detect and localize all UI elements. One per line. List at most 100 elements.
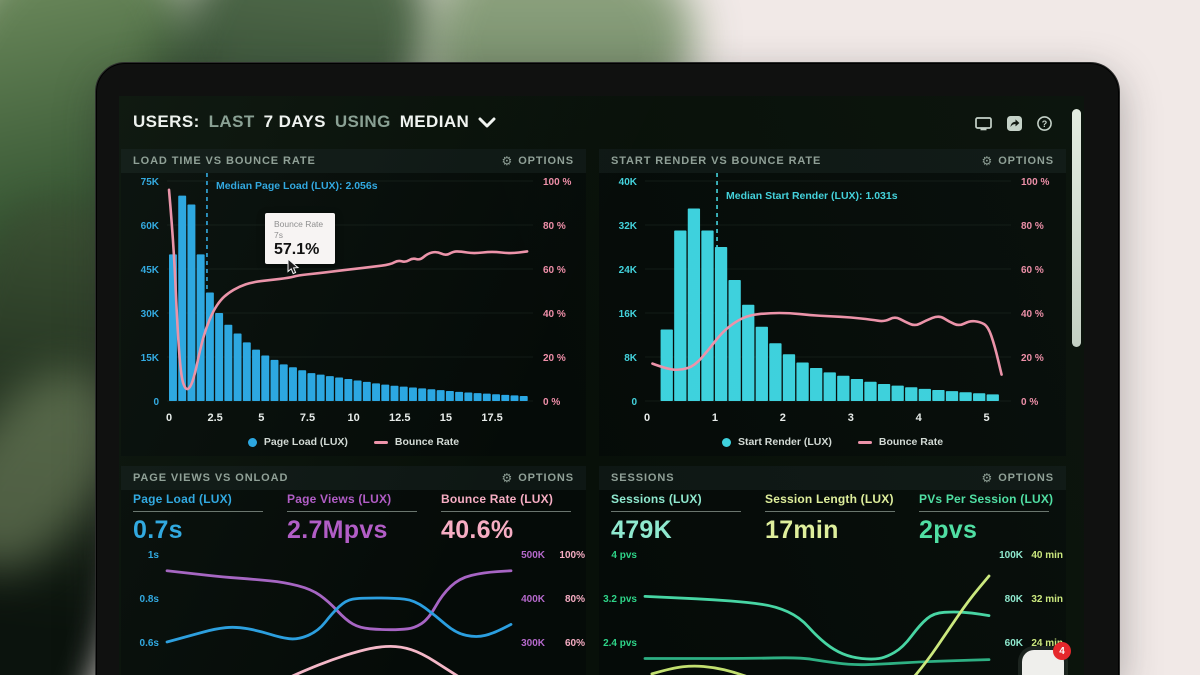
options-button[interactable]: ⚙ OPTIONS	[981, 154, 1054, 168]
histogram-bar	[482, 393, 491, 401]
histogram-bar	[728, 280, 741, 401]
y-axis-right-label: 500K	[521, 550, 546, 561]
y-axis-right-label: 60 %	[1021, 265, 1044, 276]
histogram-bar	[261, 355, 270, 401]
options-button[interactable]: ⚙ OPTIONS	[501, 471, 574, 485]
metric-value: 479K	[611, 516, 672, 544]
histogram-bar	[427, 389, 436, 401]
histogram-bar	[510, 395, 519, 401]
histogram-bar	[270, 359, 279, 401]
metric-value: 17min	[765, 516, 839, 544]
histogram-bar	[362, 381, 371, 401]
panel-title: LOAD TIME VS BOUNCE RATE	[133, 155, 316, 167]
histogram-bar	[436, 390, 445, 401]
y-axis-right-label: 0 %	[1021, 397, 1038, 408]
options-button[interactable]: ⚙ OPTIONS	[501, 154, 574, 168]
laptop: USERS: LAST 7 DAYS USING MEDIAN ?	[95, 62, 1120, 675]
histogram-bar	[252, 349, 261, 401]
histogram-bar	[289, 367, 297, 401]
header-segment: MEDIAN	[399, 112, 470, 131]
help-icon[interactable]: ?	[1037, 116, 1052, 131]
gear-icon: ⚙	[981, 471, 994, 485]
display-icon[interactable]	[975, 116, 992, 131]
histogram-bar	[810, 368, 823, 401]
legend-dash-marker	[373, 440, 388, 444]
legend-item[interactable]: Bounce Rate	[373, 436, 459, 448]
users-period-dropdown[interactable]: USERS: LAST 7 DAYS USING MEDIAN	[133, 112, 496, 132]
tooltip-bin: 7s	[274, 229, 283, 240]
histogram-bar	[205, 292, 214, 401]
histogram-bar	[464, 392, 473, 401]
y-axis-right-label: 20 %	[1021, 353, 1044, 364]
legend-item[interactable]: Bounce Rate	[857, 436, 943, 448]
metric-label: Page Views (LUX)	[287, 492, 392, 506]
histogram-bar	[381, 384, 390, 401]
x-axis-tick: 0	[644, 412, 650, 424]
metric-summary-row: Page Load (LUX) 0.7s Page Views (LUX) 2.7Mp…	[121, 492, 586, 546]
y-axis-right-label: 80 %	[1021, 221, 1044, 232]
histogram-bar	[307, 373, 316, 401]
y-axis-right-label: 400K	[521, 594, 546, 605]
histogram-bar	[215, 313, 224, 401]
histogram-bar	[325, 376, 334, 401]
histogram-bar	[473, 393, 482, 401]
y-axis-left-label: 24K	[619, 265, 638, 276]
histogram-bar	[178, 195, 187, 401]
metric-session-length-lux-: Session Length (LUX) 17min	[765, 492, 915, 545]
y-axis-right-label: 20 %	[543, 353, 566, 364]
x-axis-tick: 4	[916, 412, 923, 424]
histogram-bar	[519, 396, 528, 401]
histogram-bar	[455, 391, 464, 401]
histogram-bar	[782, 354, 796, 401]
histogram-bar	[390, 385, 399, 401]
y-axis-right-label: 40 %	[543, 309, 566, 320]
panel-load-time-vs-bounce-rate: LOAD TIME VS BOUNCE RATE ⚙ OPTIONS 75K 10…	[121, 149, 586, 456]
series-line-sessions-lux-	[643, 656, 991, 667]
histogram-bar	[959, 392, 972, 401]
y-axis-right-label: 100 %	[543, 177, 571, 188]
sessions-line-chart: 4 pvs 3.2 pvs 2.4 pvs 100K 80K 60K 40 min 32 mi…	[599, 546, 1064, 675]
metric-value: 2pvs	[919, 516, 978, 544]
y-axis-left-label: 0.8s	[140, 594, 160, 605]
series-line-session-length-lux-	[913, 574, 991, 675]
histogram-bar	[233, 333, 242, 401]
histogram-bar	[492, 394, 501, 401]
x-axis-tick: 0	[166, 412, 172, 424]
legend-item[interactable]: Page Load (LUX)	[247, 436, 348, 448]
metric-label: Sessions (LUX)	[611, 492, 702, 506]
y-axis-right-label: 60%	[565, 638, 585, 649]
metric-label: Bounce Rate (LUX)	[441, 492, 554, 506]
y-axis-left-label: 60K	[141, 221, 160, 232]
chart-legend: Page Load (LUX) Bounce Rate	[121, 436, 586, 448]
legend-dash-marker	[857, 440, 872, 444]
legend-item[interactable]: Start Render (LUX)	[721, 436, 832, 448]
bounce-rate-line	[167, 188, 529, 391]
x-axis-tick: 7.5	[300, 412, 315, 424]
histogram-bar	[891, 385, 904, 401]
histogram-bar	[905, 387, 918, 401]
scrollbar-thumb[interactable]	[1072, 109, 1081, 347]
tooltip-value: 57.1%	[274, 241, 320, 259]
y-axis-left-label: 0.6s	[140, 638, 160, 649]
histogram-bar	[224, 324, 233, 401]
x-axis-tick: 15	[440, 412, 452, 424]
metric-value: 40.6%	[441, 516, 514, 544]
y-axis-left-label: 30K	[141, 309, 160, 320]
x-axis-tick: 5	[258, 412, 264, 424]
y-axis-right-label: 60 %	[543, 265, 566, 276]
histogram-bar	[864, 381, 877, 401]
metric-pvs-per-session-lux-: PVs Per Session (LUX) 2pvs	[919, 492, 1069, 545]
gear-icon: ⚙	[501, 154, 514, 168]
y-axis-right-label: 24 min	[1031, 638, 1063, 649]
legend-label: Start Render (LUX)	[737, 436, 832, 448]
options-button[interactable]: ⚙ OPTIONS	[981, 471, 1054, 485]
panel-sessions: SESSIONS ⚙ OPTIONS Sessions (LUX) 479K Ses…	[599, 466, 1066, 675]
chat-widget-button[interactable]: 4	[1022, 642, 1071, 675]
histogram-bar	[837, 375, 850, 401]
metric-label: Session Length (LUX)	[765, 492, 894, 506]
metric-bounce-rate-lux-: Bounce Rate (LUX) 40.6%	[441, 492, 591, 545]
histogram-bar	[409, 387, 417, 401]
share-icon[interactable]	[1007, 116, 1022, 131]
median-label: Median Start Render (LUX): 1.031s	[726, 190, 898, 202]
y-axis-right-label: 32 min	[1031, 594, 1063, 605]
